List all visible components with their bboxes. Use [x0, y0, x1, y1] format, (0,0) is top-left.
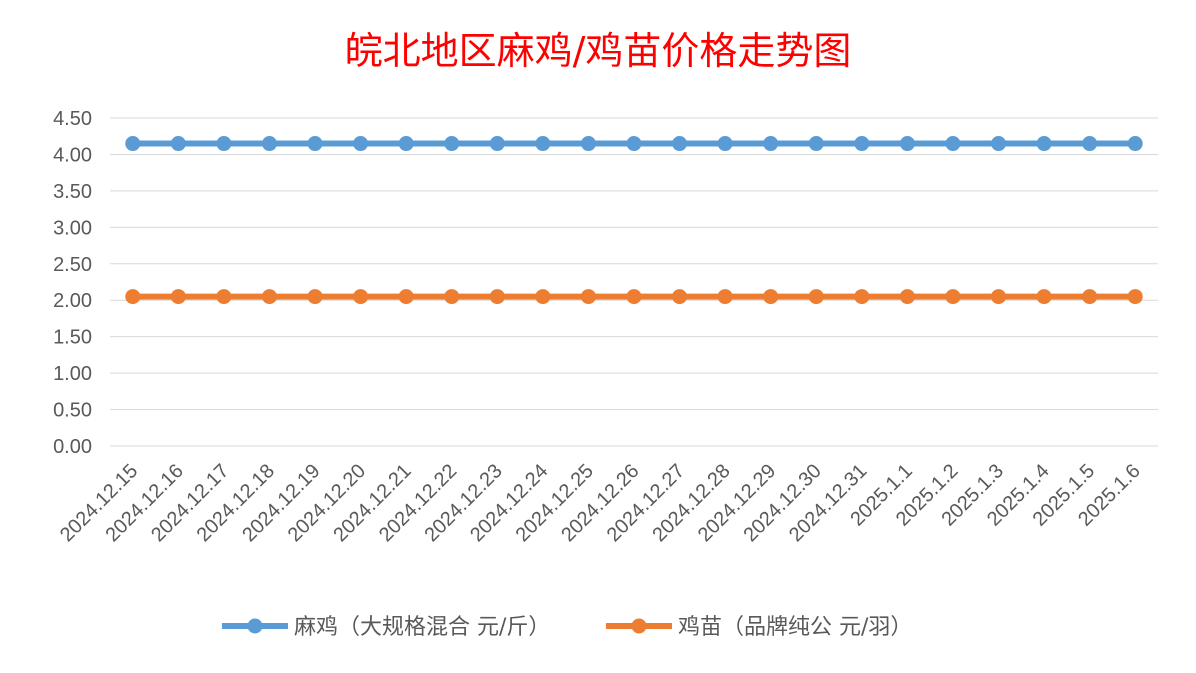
series-1	[125, 136, 1143, 152]
legend-item-1: 麻鸡（大规格混合 元/斤）	[222, 615, 550, 640]
data-point	[307, 136, 323, 152]
data-point	[672, 136, 688, 152]
data-point	[763, 136, 779, 152]
data-point	[763, 289, 779, 305]
data-point	[672, 289, 688, 305]
chart-title: 皖北地区麻鸡/鸡苗价格走势图	[345, 29, 852, 73]
data-point	[991, 289, 1007, 305]
y-tick-label: 0.50	[53, 400, 92, 422]
data-point	[626, 289, 642, 305]
legend-swatch-marker	[247, 618, 263, 634]
data-point	[1082, 136, 1098, 152]
data-point	[854, 136, 870, 152]
data-point	[717, 136, 733, 152]
legend-label: 鸡苗（品牌纯公 元/羽）	[678, 615, 912, 640]
data-point	[717, 289, 733, 305]
data-point	[899, 289, 915, 305]
data-point	[808, 289, 824, 305]
data-point	[398, 289, 414, 305]
data-point	[444, 136, 460, 152]
data-point	[307, 289, 323, 305]
gridlines	[110, 117, 1158, 447]
data-point	[216, 289, 232, 305]
series-2	[125, 289, 1143, 305]
data-point	[945, 136, 961, 152]
y-tick-label: 4.00	[53, 144, 92, 166]
data-point	[489, 136, 505, 152]
data-point	[261, 136, 277, 152]
data-point	[899, 136, 915, 152]
y-tick-label: 3.50	[53, 181, 92, 203]
y-tick-label: 2.50	[53, 254, 92, 276]
data-point	[808, 136, 824, 152]
data-point	[1127, 289, 1143, 305]
data-point	[991, 136, 1007, 152]
data-point	[1036, 136, 1052, 152]
legend-swatch-marker	[631, 618, 647, 634]
data-point	[353, 289, 369, 305]
y-tick-label: 0.00	[53, 436, 92, 458]
data-point	[398, 136, 414, 152]
data-point	[1082, 289, 1098, 305]
data-point	[125, 136, 141, 152]
data-point	[580, 136, 596, 152]
data-point	[1127, 136, 1143, 152]
data-point	[580, 289, 596, 305]
data-point	[1036, 289, 1052, 305]
data-point	[535, 289, 551, 305]
y-tick-label: 3.00	[53, 217, 92, 239]
series-layer	[125, 136, 1143, 305]
legend-label: 麻鸡（大规格混合 元/斤）	[294, 615, 550, 640]
data-point	[444, 289, 460, 305]
data-point	[170, 136, 186, 152]
y-tick-label: 1.50	[53, 327, 92, 349]
data-point	[626, 136, 642, 152]
data-point	[170, 289, 186, 305]
data-point	[535, 136, 551, 152]
y-tick-label: 4.50	[53, 108, 92, 130]
legend: 麻鸡（大规格混合 元/斤） 鸡苗（品牌纯公 元/羽）	[222, 615, 912, 640]
data-point	[353, 136, 369, 152]
data-point	[854, 289, 870, 305]
y-tick-label: 2.00	[53, 290, 92, 312]
y-axis-tick-labels: 0.00 0.50 1.00 1.50 2.00 2.50 3.00 3.50 4.00 4.50	[53, 108, 92, 458]
y-tick-label: 1.00	[53, 363, 92, 385]
data-point	[261, 289, 277, 305]
data-point	[125, 289, 141, 305]
data-point	[216, 136, 232, 152]
data-point	[489, 289, 505, 305]
data-point	[945, 289, 961, 305]
legend-item-2: 鸡苗（品牌纯公 元/羽）	[606, 615, 912, 640]
